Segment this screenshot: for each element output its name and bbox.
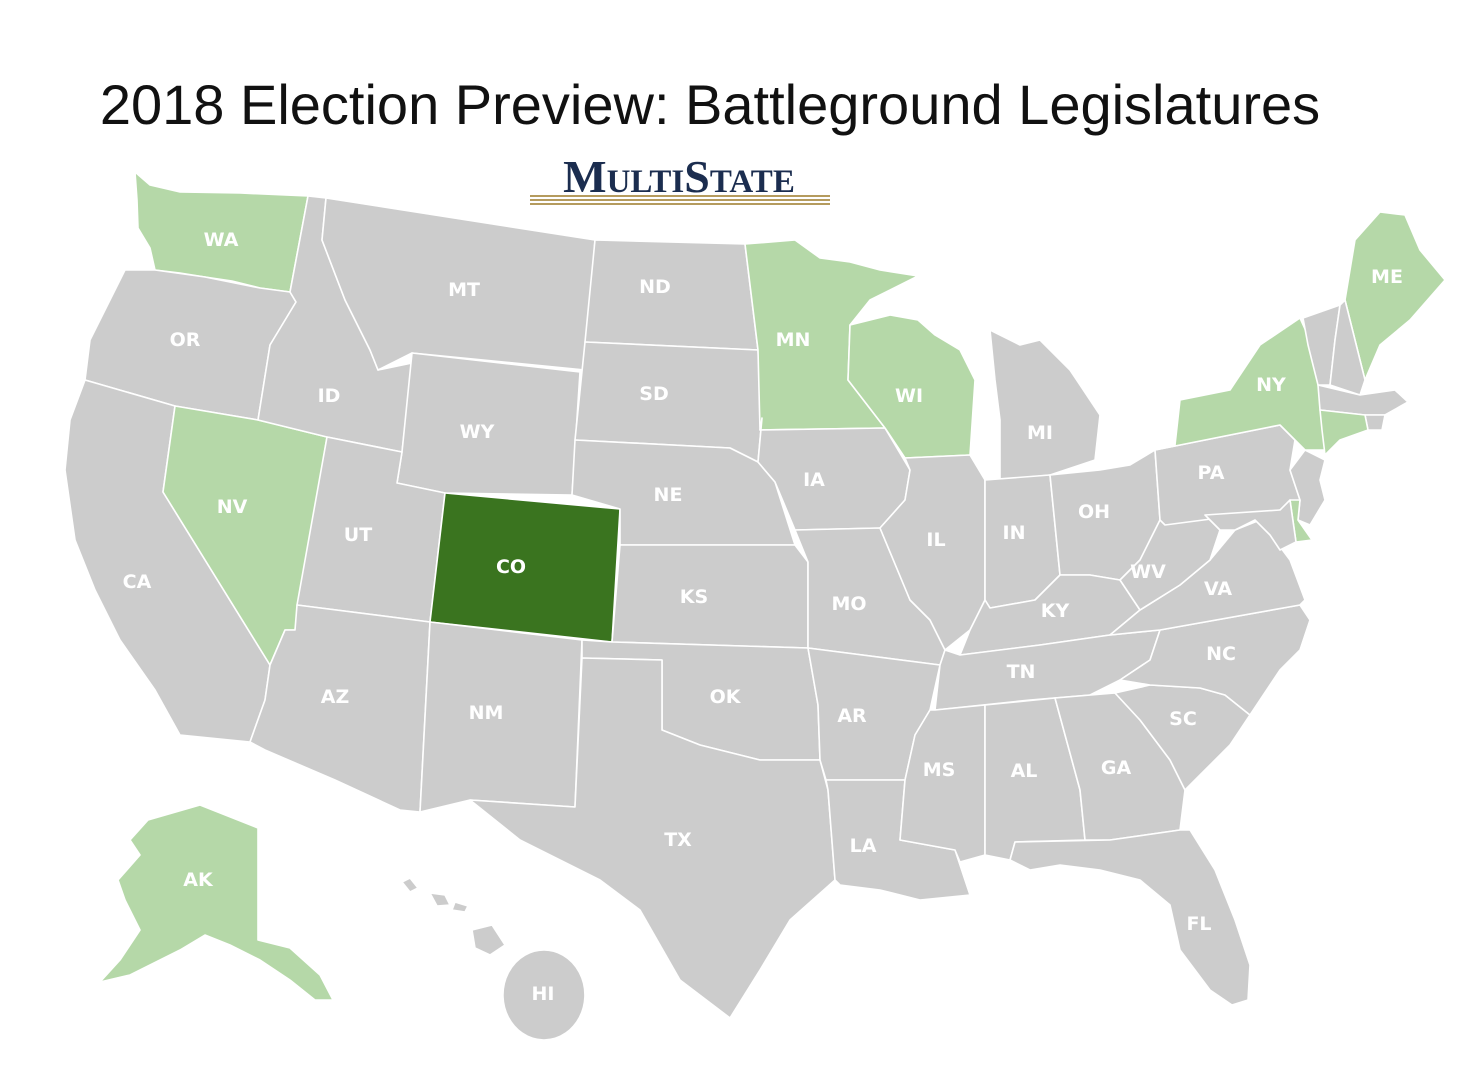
state-ny[interactable] [1154, 317, 1326, 451]
state-wa[interactable] [134, 171, 309, 293]
map-title: 2018 Election Preview: Battleground Legi… [99, 73, 1321, 136]
state-label-wi: WI [895, 385, 923, 407]
state-label-ar: AR [837, 705, 867, 727]
state-mi[interactable] [989, 329, 1101, 481]
state-label-ny: NY [1256, 374, 1286, 396]
state-label-co: CO [496, 556, 526, 578]
state-label-ut: UT [344, 524, 372, 546]
state-hi[interactable] [502, 949, 586, 1041]
state-il[interactable] [879, 454, 986, 651]
state-label-tx: TX [664, 829, 692, 851]
hawaii-island-1 [401, 877, 419, 893]
state-label-va: VA [1204, 578, 1232, 600]
state-label-nm: NM [469, 702, 504, 724]
state-md[interactable] [1204, 499, 1297, 551]
state-tx[interactable] [469, 657, 836, 1019]
logo-wordmark: MULTISTATE [563, 151, 795, 202]
state-label-az: AZ [321, 686, 349, 708]
state-label-hi: HI [532, 983, 555, 1005]
state-label-me: ME [1371, 266, 1403, 288]
state-label-mt: MT [448, 279, 480, 301]
state-label-oh: OH [1078, 501, 1110, 523]
state-label-ca: CA [123, 571, 152, 593]
state-label-sc: SC [1169, 708, 1197, 730]
state-label-ok: OK [710, 686, 742, 708]
state-label-al: AL [1011, 760, 1038, 782]
state-label-wa: WA [204, 229, 239, 251]
state-label-tn: TN [1007, 661, 1036, 683]
state-label-wv: WV [1130, 561, 1166, 583]
state-label-ms: MS [923, 759, 956, 781]
state-label-ak: AK [183, 869, 214, 891]
state-label-or: OR [170, 329, 201, 351]
state-label-in: IN [1003, 522, 1026, 544]
multistate-logo: MULTISTATE [526, 150, 832, 208]
state-label-fl: FL [1186, 913, 1211, 935]
state-label-id: ID [318, 385, 341, 407]
state-label-nc: NC [1206, 643, 1236, 665]
state-tn[interactable] [934, 629, 1161, 711]
state-label-nd: ND [639, 276, 671, 298]
state-label-nv: NV [217, 496, 248, 518]
state-ks[interactable] [611, 544, 809, 649]
state-label-sd: SD [639, 383, 668, 405]
state-label-mi: MI [1027, 422, 1053, 444]
state-label-ks: KS [680, 586, 708, 608]
state-nd[interactable] [584, 239, 759, 351]
state-label-mo: MO [831, 593, 866, 615]
hawaii-island-4 [471, 924, 506, 956]
logo-underline [530, 195, 830, 207]
hawaii-island-2 [429, 892, 451, 907]
state-label-ia: IA [803, 469, 825, 491]
state-label-pa: PA [1198, 462, 1225, 484]
state-ct[interactable] [1319, 409, 1369, 456]
state-label-wy: WY [460, 421, 495, 443]
state-ak[interactable] [99, 804, 334, 1001]
state-label-mn: MN [776, 329, 811, 351]
state-label-la: LA [850, 835, 877, 857]
state-me[interactable] [1344, 211, 1446, 381]
hawaii-island-3 [451, 901, 469, 913]
state-fl[interactable] [1009, 829, 1251, 1006]
state-label-ne: NE [654, 484, 683, 506]
state-label-ga: GA [1101, 757, 1132, 779]
state-label-ky: KY [1041, 600, 1070, 622]
state-label-il: IL [926, 529, 945, 551]
state-wi[interactable] [847, 314, 976, 459]
